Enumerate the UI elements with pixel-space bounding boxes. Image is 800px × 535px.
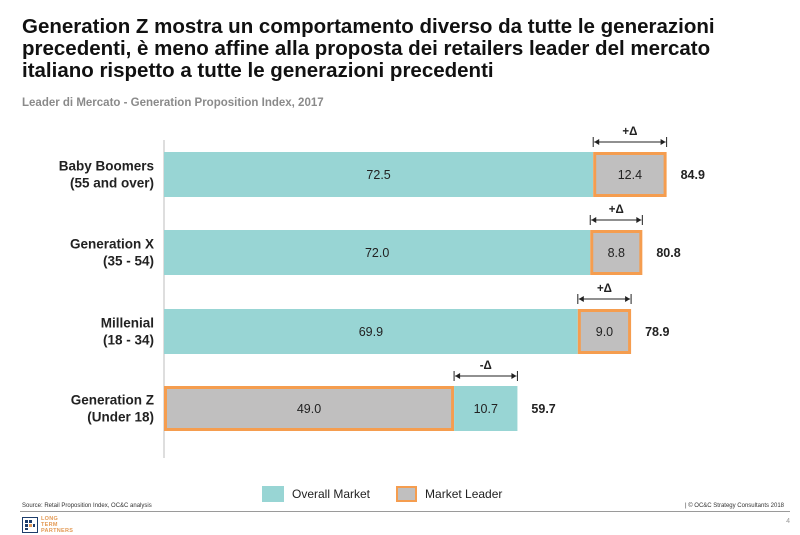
chart-legend: Overall Market Market Leader (262, 486, 528, 502)
delta-arrow-right (511, 373, 517, 379)
bar-value-label: 69.9 (359, 325, 383, 339)
total-value-label: 84.9 (681, 168, 705, 182)
logo-line-2: TERM (41, 522, 58, 528)
total-value-label: 59.7 (531, 402, 555, 416)
bar-value-label: 10.7 (474, 402, 498, 416)
category-label-line2: (18 - 34) (103, 333, 154, 348)
delta-arrow-right (660, 139, 666, 145)
legend-item-overall: Overall Market (262, 486, 370, 502)
delta-arrow-left (591, 217, 597, 223)
bar-value-label: 9.0 (596, 325, 613, 339)
logo-text: LONG TERM PARTNERS (41, 516, 73, 534)
footer-divider (20, 511, 790, 512)
bar-market-leader (164, 386, 455, 431)
bar-market-leader (577, 309, 632, 354)
legend-item-leader: Market Leader (396, 486, 502, 502)
delta-label: +Δ (609, 204, 624, 216)
bar-market-leader (593, 152, 667, 197)
delta-arrow-left (455, 373, 461, 379)
legend-label-leader: Market Leader (425, 487, 503, 501)
total-value-label: 78.9 (645, 325, 669, 339)
legend-swatch-leader (396, 486, 418, 502)
company-logo: LONG TERM PARTNERS (22, 516, 73, 534)
delta-label: +Δ (597, 283, 612, 295)
page-number: 4 (786, 518, 790, 525)
delta-label: +Δ (622, 126, 637, 138)
bar-chart: Baby Boomers (55 and over) 72.5 12.4 84.9 +Δ G… (59, 126, 705, 458)
bar-market-leader (590, 230, 643, 275)
legend-label-overall: Overall Market (292, 487, 371, 501)
logo-line-3: PARTNERS (41, 528, 74, 534)
delta-label: -Δ (480, 360, 492, 372)
category-label-line1: Millenial (101, 316, 154, 331)
bar-overall-market (164, 152, 594, 197)
category-label-line2: (55 and over) (70, 176, 154, 191)
category-label-line2: (35 - 54) (103, 254, 154, 269)
category-label-line1: Baby Boomers (59, 159, 154, 174)
category-label-line1: Generation Z (71, 393, 154, 408)
total-value-label: 80.8 (656, 246, 680, 260)
bar-overall-market (164, 309, 578, 354)
page-title: Generation Z mostra un comportamento div… (22, 15, 715, 82)
logo-grid-icon (22, 517, 38, 533)
delta-arrow-right (636, 217, 642, 223)
delta-arrow-right (625, 296, 631, 302)
bar-value-label: 8.8 (608, 246, 625, 260)
bar-value-label: 72.5 (366, 168, 390, 182)
copyright-note: | © OC&C Strategy Consultants 2018 (684, 503, 784, 509)
logo-line-1: LONG (41, 516, 59, 522)
bar-value-label: 72.0 (365, 246, 389, 260)
delta-arrow-left (578, 296, 584, 302)
bar-overall-market (454, 386, 518, 431)
category-label-line1: Generation X (70, 237, 154, 252)
category-label-line2: (Under 18) (87, 410, 154, 425)
legend-swatch-overall (262, 486, 284, 502)
source-note: Source: Retail Proposition Index, OC&C a… (22, 503, 152, 509)
bar-value-label: 49.0 (297, 402, 321, 416)
delta-arrow-left (594, 139, 600, 145)
chart-subtitle: Leader di Mercato - Generation Propositi… (22, 97, 324, 109)
bar-value-label: 12.4 (618, 168, 642, 182)
bar-overall-market (164, 230, 591, 275)
